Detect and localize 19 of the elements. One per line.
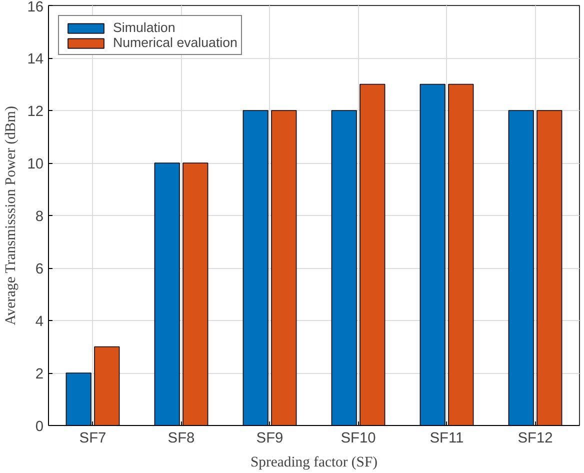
y-tick-label: 0	[35, 419, 44, 435]
x-tick-label: SF9	[256, 430, 284, 446]
y-axis-title: Average Transmisssion Power (dBm)	[3, 106, 20, 326]
y-tick-label: 6	[35, 262, 44, 278]
legend-label: Simulation	[113, 20, 176, 35]
y-tick-label: 4	[35, 314, 44, 330]
x-tick-label: SF7	[79, 430, 106, 446]
y-tick-label: 10	[27, 156, 44, 172]
x-axis-title: Spreading factor (SF)	[250, 454, 378, 470]
y-tick-label: 8	[35, 209, 44, 225]
x-tick-label: SF12	[518, 430, 553, 446]
legend-label: Numerical evaluation	[113, 35, 238, 50]
y-tick-label: 16	[27, 0, 44, 16]
y-tick-label: 2	[35, 366, 44, 382]
x-tick-label: SF10	[340, 430, 376, 446]
x-tick-label: SF8	[168, 430, 195, 446]
y-tick-label: 12	[27, 104, 44, 120]
y-tick-label: 14	[27, 52, 44, 68]
x-tick-label: SF11	[430, 430, 464, 446]
